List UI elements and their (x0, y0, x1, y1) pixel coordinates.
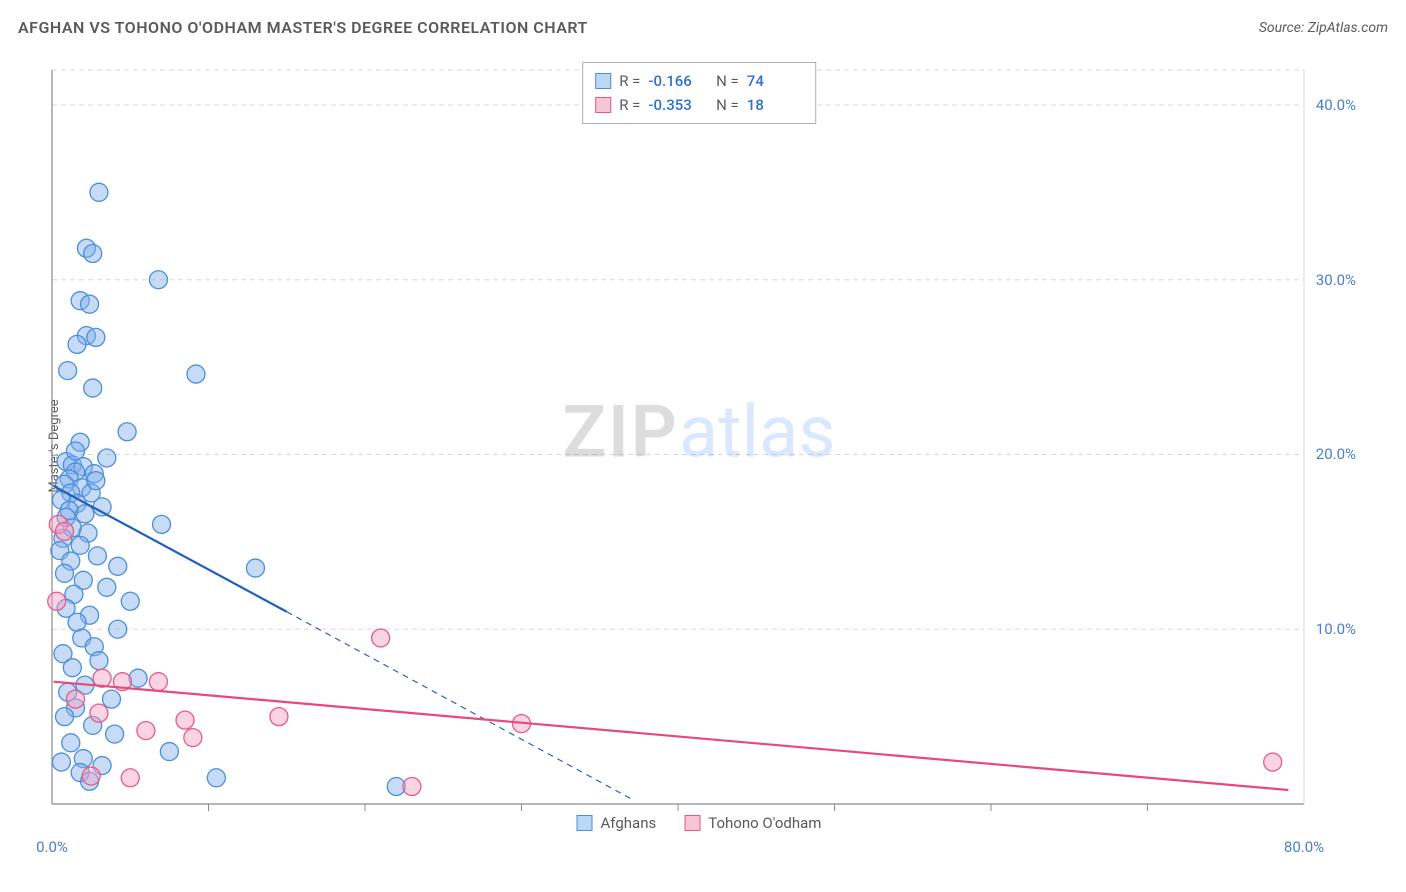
series-legend: Afghans Tohono O'odham (577, 814, 822, 832)
data-point (90, 704, 108, 722)
data-point (403, 778, 421, 796)
data-point (56, 708, 74, 726)
data-point (109, 557, 127, 575)
data-point (121, 592, 139, 610)
series-legend-label: Tohono O'odham (708, 814, 821, 832)
source-label: Source: ZipAtlas.com (1259, 20, 1388, 36)
y-tick-label: 30.0% (1316, 271, 1356, 289)
data-point (81, 295, 99, 313)
legend-r-label: R = (619, 69, 640, 93)
data-point (62, 734, 80, 752)
data-point (84, 245, 102, 263)
y-tick-label: 20.0% (1316, 445, 1356, 463)
data-point (90, 183, 108, 201)
trend-line-dashed (287, 612, 631, 799)
data-point (87, 328, 105, 346)
data-point (52, 753, 70, 771)
data-point (137, 722, 155, 740)
scatter-plot (44, 62, 1354, 832)
legend-swatch (577, 815, 593, 831)
data-point (246, 559, 264, 577)
legend-r-label: R = (619, 93, 640, 117)
legend-swatch (595, 73, 611, 89)
legend-n-label: N = (712, 93, 738, 117)
data-point (187, 365, 205, 383)
data-point (102, 690, 120, 708)
y-tick-label: 40.0% (1316, 96, 1356, 114)
x-tick-left: 0.0% (36, 838, 68, 856)
series-legend-item: Tohono O'odham (684, 814, 821, 832)
series-legend-label: Afghans (601, 814, 657, 832)
legend-row: R = -0.353 N = 18 (595, 93, 803, 117)
data-point (118, 423, 136, 441)
data-point (372, 629, 390, 647)
legend-n-value: 74 (747, 69, 803, 93)
data-point (129, 669, 147, 687)
legend-r-value: -0.353 (648, 93, 704, 117)
data-point (176, 711, 194, 729)
header: AFGHAN VS TOHONO O'ODHAM MASTER'S DEGREE… (18, 18, 1388, 37)
legend-swatch (684, 815, 700, 831)
data-point (66, 690, 84, 708)
legend-r-value: -0.166 (648, 69, 704, 93)
series-legend-item: Afghans (577, 814, 657, 832)
correlation-legend: R = -0.166 N = 74R = -0.353 N = 18 (582, 62, 816, 124)
data-point (48, 592, 66, 610)
data-point (56, 522, 74, 540)
data-point (71, 536, 89, 554)
data-point (98, 449, 116, 467)
legend-swatch (595, 97, 611, 113)
chart-area: ZIPatlas R = -0.166 N = 74R = -0.353 N =… (44, 62, 1354, 832)
data-point (82, 767, 100, 785)
data-point (160, 743, 178, 761)
data-point (270, 708, 288, 726)
data-point (149, 673, 167, 691)
data-point (68, 335, 86, 353)
legend-n-value: 18 (747, 93, 803, 117)
legend-n-label: N = (712, 69, 738, 93)
data-point (87, 472, 105, 490)
y-tick-label: 10.0% (1316, 620, 1356, 638)
data-point (153, 515, 171, 533)
data-point (1264, 753, 1282, 771)
data-point (98, 578, 116, 596)
data-point (184, 729, 202, 747)
data-point (207, 769, 225, 787)
legend-row: R = -0.166 N = 74 (595, 69, 803, 93)
data-point (88, 547, 106, 565)
data-point (66, 442, 84, 460)
data-point (106, 725, 124, 743)
trend-line (54, 682, 1289, 790)
x-tick-right: 80.0% (1284, 838, 1324, 856)
data-point (56, 564, 74, 582)
chart-title: AFGHAN VS TOHONO O'ODHAM MASTER'S DEGREE… (18, 18, 588, 37)
data-point (90, 652, 108, 670)
data-point (76, 505, 94, 523)
data-point (59, 362, 77, 380)
data-point (63, 659, 81, 677)
data-point (121, 769, 139, 787)
data-point (84, 379, 102, 397)
data-point (149, 271, 167, 289)
data-point (109, 620, 127, 638)
